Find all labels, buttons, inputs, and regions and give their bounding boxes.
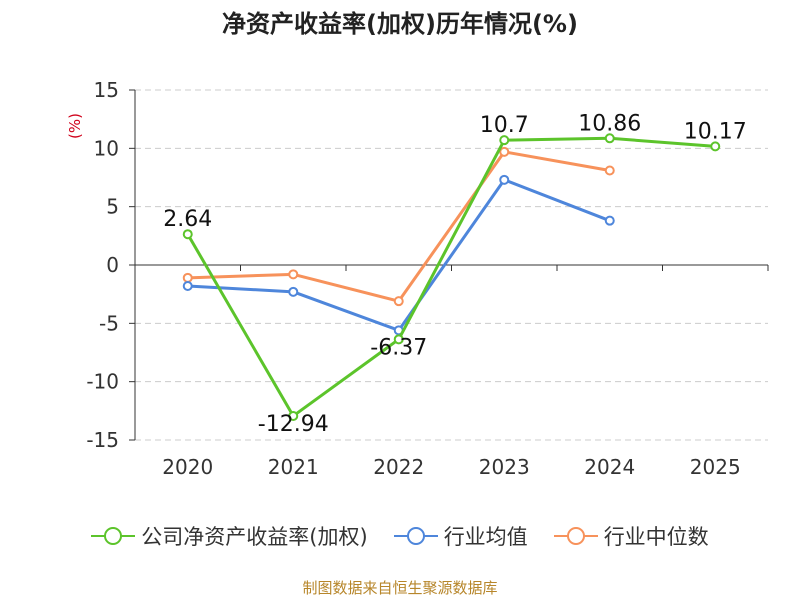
y-tick-label: 10 [94,136,119,160]
data-point-1 [499,174,510,185]
series-line-2 [187,150,611,303]
y-tick-label: 15 [94,78,119,102]
data-point-0 [710,141,721,152]
data-label: -6.37 [370,335,427,360]
y-tick-label: 5 [106,195,119,219]
source-note: 制图数据来自恒生聚源数据库 [302,579,498,597]
y-tick-label: 0 [106,253,119,277]
x-tick-label: 2023 [479,455,530,479]
legend: 公司净资产收益率(加权) 行业均值 行业中位数 [0,518,800,554]
data-label: 2.64 [163,207,212,232]
data-point-1 [604,215,615,226]
x-tick-label: 2020 [162,455,213,479]
data-point-2 [288,269,299,280]
data-point-1 [182,281,193,291]
y-tick-label: -15 [86,428,119,452]
x-tick-label: 2025 [690,455,741,479]
legend-label-company: 公司净资产收益率(加权) [141,525,368,549]
series-line-1 [187,178,611,332]
y-axis-label: (%) [66,113,84,139]
legend-marker-industry-median [553,527,598,545]
y-tick-label: -10 [86,370,119,394]
data-point-0 [499,135,510,146]
data-point-2 [604,165,615,176]
data-label: -12.94 [258,412,329,437]
data-point-1 [288,286,299,297]
chart-title: 净资产收益率(加权)历年情况(%) [222,10,578,38]
legend-item-company[interactable]: 公司净资产收益率(加权) [91,521,368,551]
x-tick-label: 2024 [584,455,635,479]
data-point-2 [182,272,193,283]
data-point-0 [604,133,615,144]
data-point-2 [393,296,404,307]
data-label: 10.17 [684,119,747,144]
legend-marker-company [91,527,136,545]
series-line-0 [186,136,716,418]
legend-marker-industry-mean [393,527,438,545]
y-tick-label: -5 [99,311,119,335]
legend-label-industry-median: 行业中位数 [603,525,709,549]
data-point-0 [288,410,299,421]
legend-item-industry-median[interactable]: 行业中位数 [553,521,709,551]
data-label: 10.86 [578,111,641,136]
data-point-0 [393,334,404,345]
data-point-0 [182,229,193,240]
x-tick-label: 2021 [268,455,319,479]
legend-label-industry-mean: 行业均值 [443,525,528,549]
legend-item-industry-mean[interactable]: 行业均值 [393,521,528,551]
x-tick-label: 2022 [373,455,424,479]
data-point-2 [499,146,510,157]
data-label: 10.7 [480,113,529,138]
